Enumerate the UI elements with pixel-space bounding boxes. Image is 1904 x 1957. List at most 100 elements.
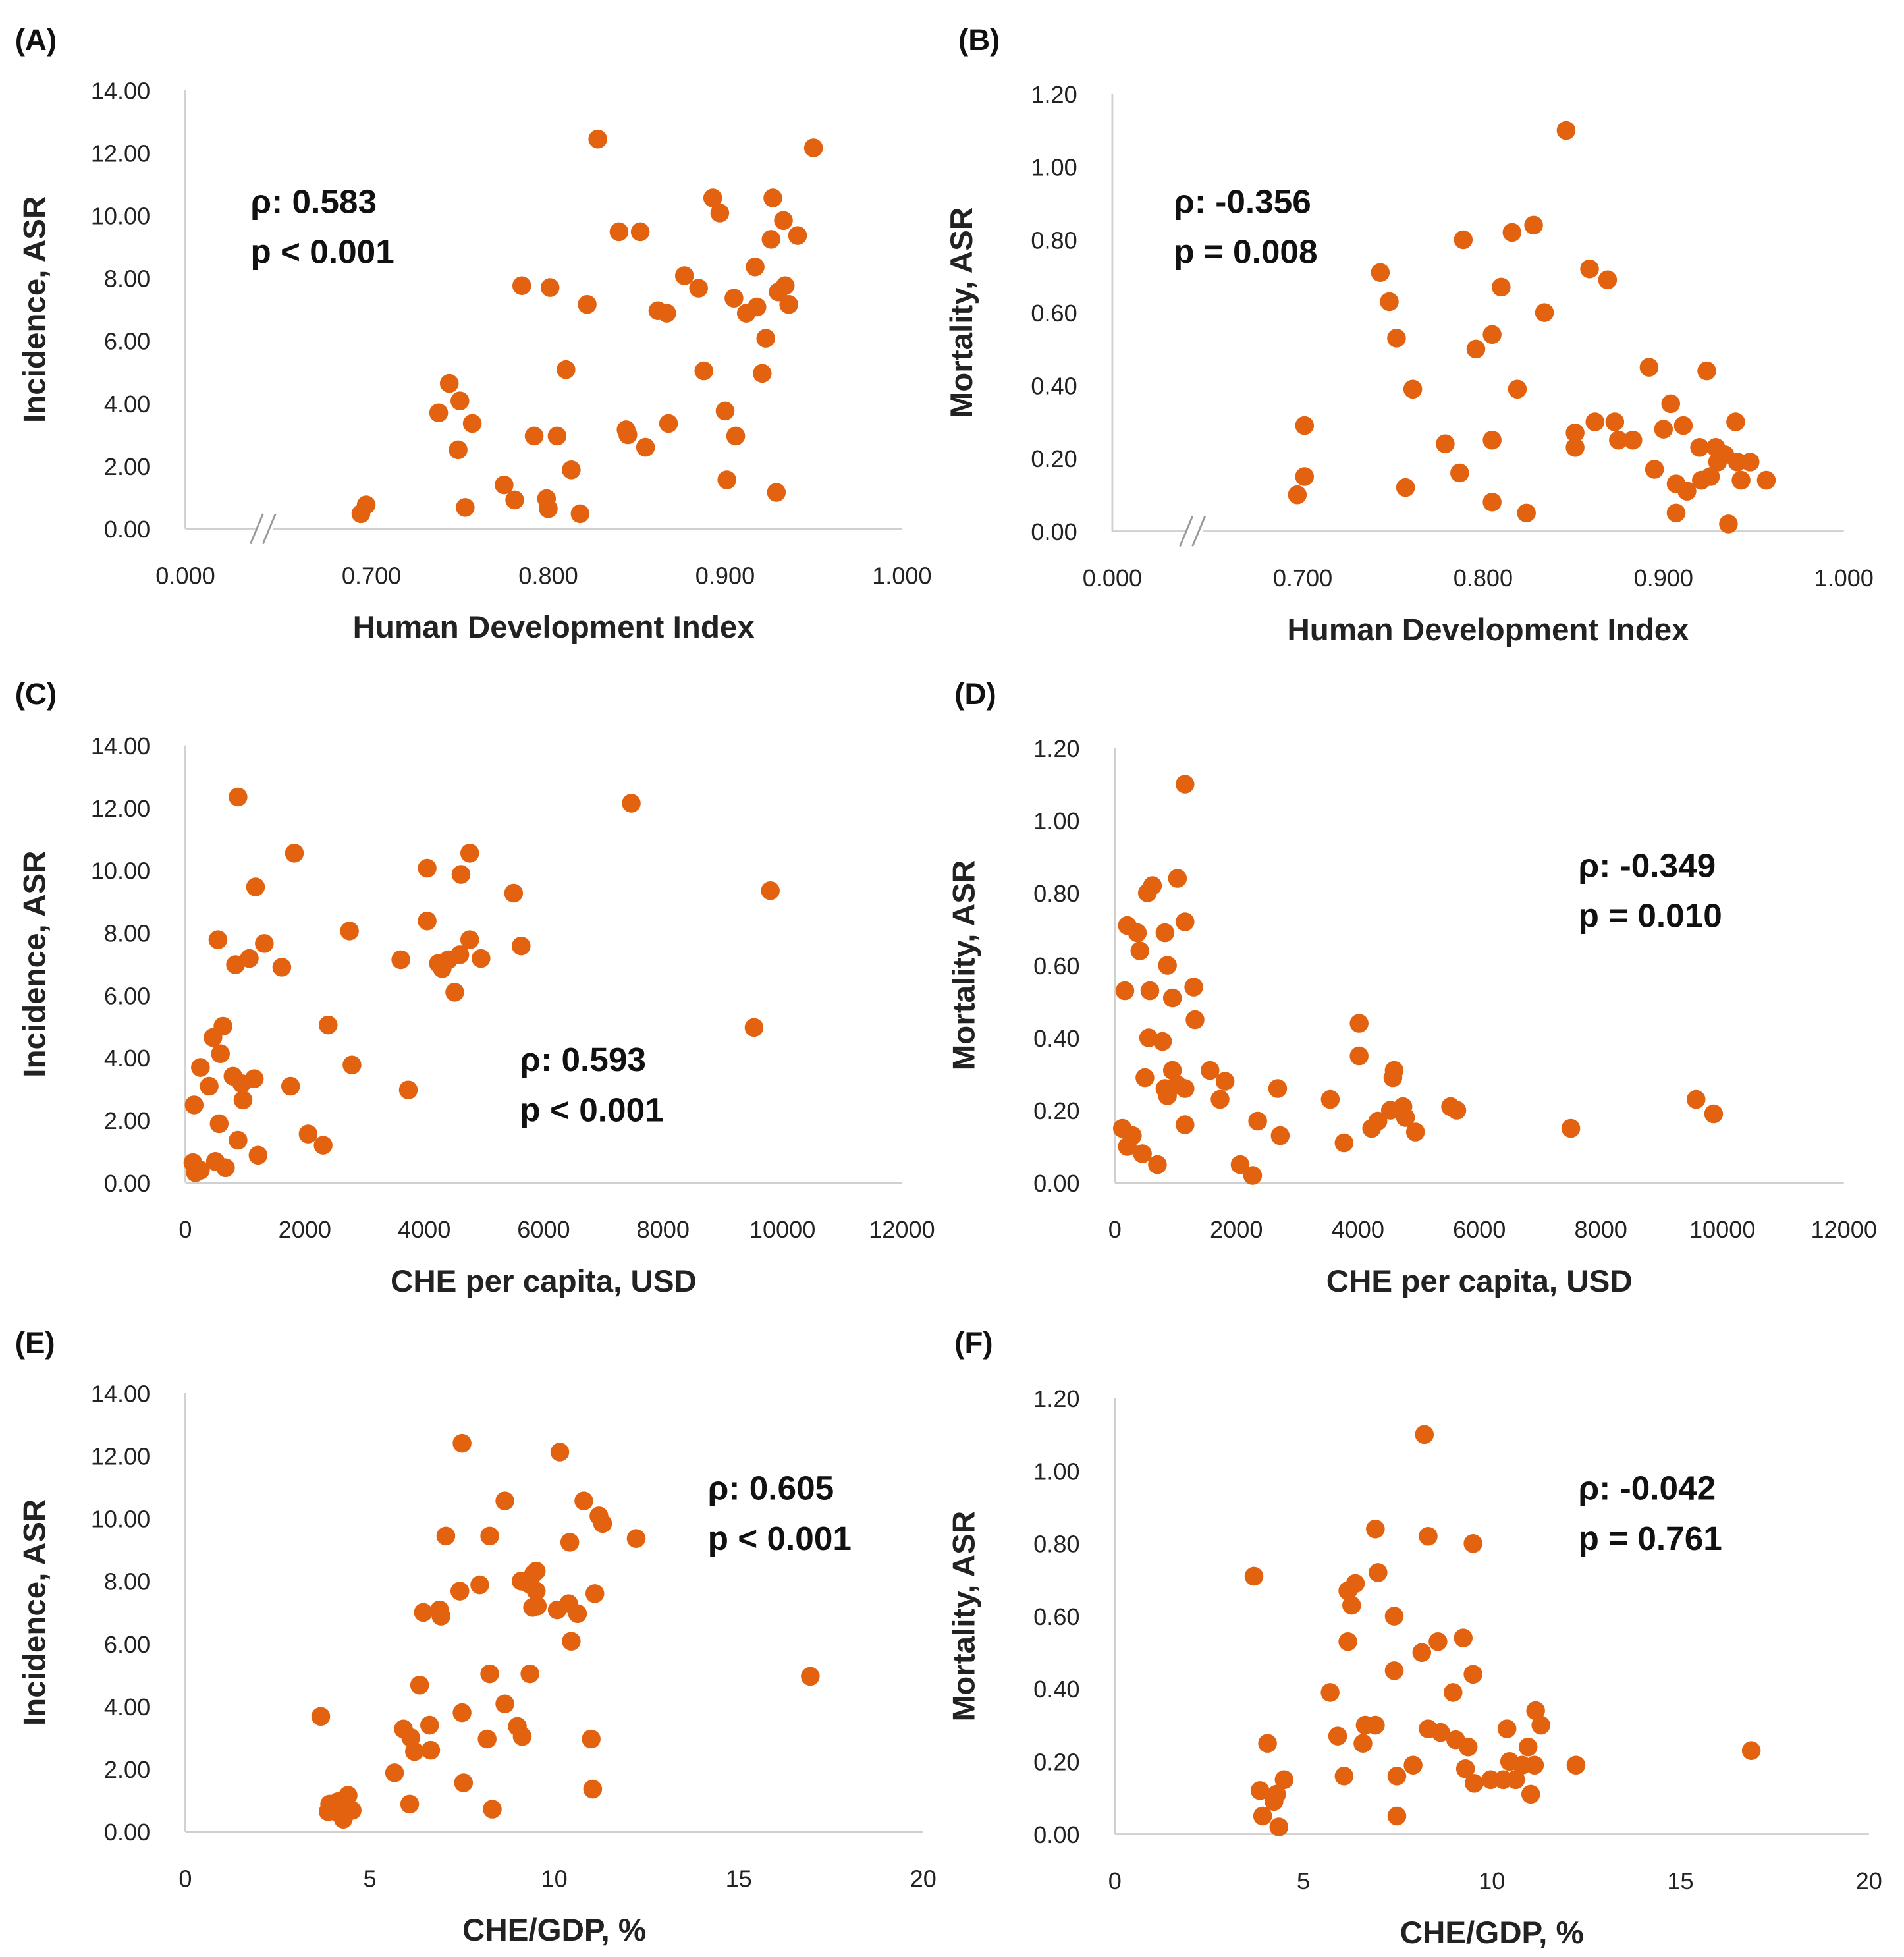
data-point	[657, 304, 676, 323]
data-point	[1403, 1755, 1423, 1775]
y-tick-label: 4.00	[104, 1045, 150, 1072]
data-point	[1396, 1108, 1415, 1127]
x-tick-label: 1.000	[872, 562, 931, 589]
data-point	[1162, 1061, 1182, 1080]
data-point	[436, 1526, 456, 1546]
y-tick-label: 10.00	[91, 203, 150, 230]
data-point	[213, 1016, 232, 1036]
x-tick-label: 5	[364, 1865, 377, 1892]
y-tick-label: 0.80	[1033, 1531, 1079, 1558]
y-tick-label: 1.20	[1033, 1385, 1079, 1412]
scatter-panel-e: 0.00 2.00 4.00 6.00 8.00 10.00 12.00 14.00 0 5 10 1…	[15, 1326, 937, 1948]
data-point	[1463, 1665, 1482, 1684]
data-point	[1741, 1741, 1761, 1760]
x-tick-label: 0	[178, 1216, 192, 1243]
data-point	[1295, 416, 1315, 435]
y-tick-label: 0.00	[1031, 518, 1077, 545]
x-tick-label: 1.000	[1814, 565, 1874, 592]
data-point	[1450, 463, 1469, 483]
data-point	[1447, 1101, 1467, 1120]
data-point	[788, 226, 807, 245]
data-point	[1677, 482, 1697, 501]
y-tick-label: 2.00	[104, 1756, 150, 1783]
y-tick-label: 0.60	[1033, 952, 1079, 979]
data-point	[570, 504, 590, 524]
data-point	[1115, 981, 1135, 1001]
data-point	[1349, 1046, 1369, 1066]
x-tick-label: 10000	[749, 1216, 815, 1243]
data-point	[1274, 1770, 1294, 1790]
data-point	[1168, 869, 1187, 888]
data-point	[1506, 1770, 1525, 1790]
data-point	[1123, 1126, 1142, 1145]
data-point	[803, 138, 823, 157]
data-point	[391, 950, 410, 970]
data-point	[439, 373, 459, 393]
data-point	[229, 1130, 248, 1150]
x-axis-title: CHE per capita, USD	[1326, 1264, 1633, 1299]
data-point	[340, 922, 359, 941]
data-point	[1176, 1079, 1195, 1098]
data-point	[1466, 339, 1486, 359]
data-point	[1609, 430, 1628, 450]
data-point	[779, 294, 798, 314]
data-point	[1731, 470, 1751, 490]
data-point	[462, 414, 482, 433]
data-point	[495, 1694, 514, 1714]
data-point	[1258, 1734, 1277, 1753]
data-point	[593, 1514, 612, 1533]
data-point	[560, 1533, 580, 1552]
y-tick-label: 1.00	[1033, 1458, 1079, 1485]
data-point	[255, 934, 274, 953]
x-tick-label: 5	[1297, 1867, 1310, 1894]
y-axis-title: Incidence, ASR	[17, 850, 52, 1077]
data-point	[240, 949, 259, 968]
data-point	[1565, 438, 1585, 457]
axis-break-gap	[258, 516, 273, 541]
panel-label: (B)	[958, 23, 1000, 57]
x-axis-title: CHE/GDP, %	[1400, 1916, 1584, 1950]
y-tick-label: 4.00	[104, 1694, 150, 1721]
data-point	[689, 279, 708, 298]
scatter-panel-a: 0.00 2.00 4.00 6.00 8.00 10.00 12.00 14.00 0.000…	[15, 23, 932, 645]
data-point	[1415, 1425, 1434, 1445]
data-point	[726, 426, 746, 446]
data-point	[1566, 1755, 1586, 1775]
data-point	[1253, 1806, 1272, 1826]
data-point	[1403, 379, 1423, 399]
data-point	[761, 230, 781, 249]
data-point	[1133, 1144, 1152, 1163]
data-point	[512, 276, 531, 295]
data-point	[801, 1667, 820, 1686]
data-point	[1366, 1715, 1385, 1735]
data-point	[512, 1726, 532, 1746]
x-tick-label: 4000	[398, 1216, 450, 1243]
data-point	[1320, 1089, 1340, 1109]
data-point	[547, 426, 567, 446]
data-point	[630, 222, 650, 242]
data-point	[1176, 1115, 1195, 1134]
data-point	[1155, 923, 1175, 943]
correlation-rho: ρ: -0.356	[1174, 182, 1311, 220]
data-point	[582, 1729, 601, 1749]
data-point	[398, 1080, 418, 1099]
x-axis-title: CHE per capita, USD	[391, 1264, 697, 1299]
x-axis-title: CHE/GDP, %	[462, 1913, 646, 1948]
y-tick-label: 14.00	[91, 77, 150, 104]
data-point	[504, 883, 524, 903]
data-point	[520, 1664, 539, 1684]
data-point	[703, 188, 722, 207]
data-point	[1645, 460, 1664, 479]
data-point	[1455, 1759, 1475, 1778]
scatter-panel-b: 0.00 0.20 0.40 0.60 0.80 1.00 1.20 0.000 0.700 0.…	[944, 23, 1874, 648]
y-tick-label: 12.00	[91, 1443, 150, 1470]
scatter-panel-f: 0.00 0.20 0.40 0.60 0.80 1.00 1.20 0 5 10 15 20 CHE/…	[947, 1326, 1882, 1950]
data-point	[445, 983, 464, 1002]
data-point	[1162, 988, 1182, 1008]
y-tick-label: 0.60	[1033, 1603, 1079, 1630]
data-point	[540, 278, 560, 297]
y-tick-label: 0.00	[1033, 1821, 1079, 1848]
data-point	[1405, 1122, 1425, 1142]
panel-label: (C)	[15, 677, 57, 711]
data-point	[659, 414, 678, 433]
